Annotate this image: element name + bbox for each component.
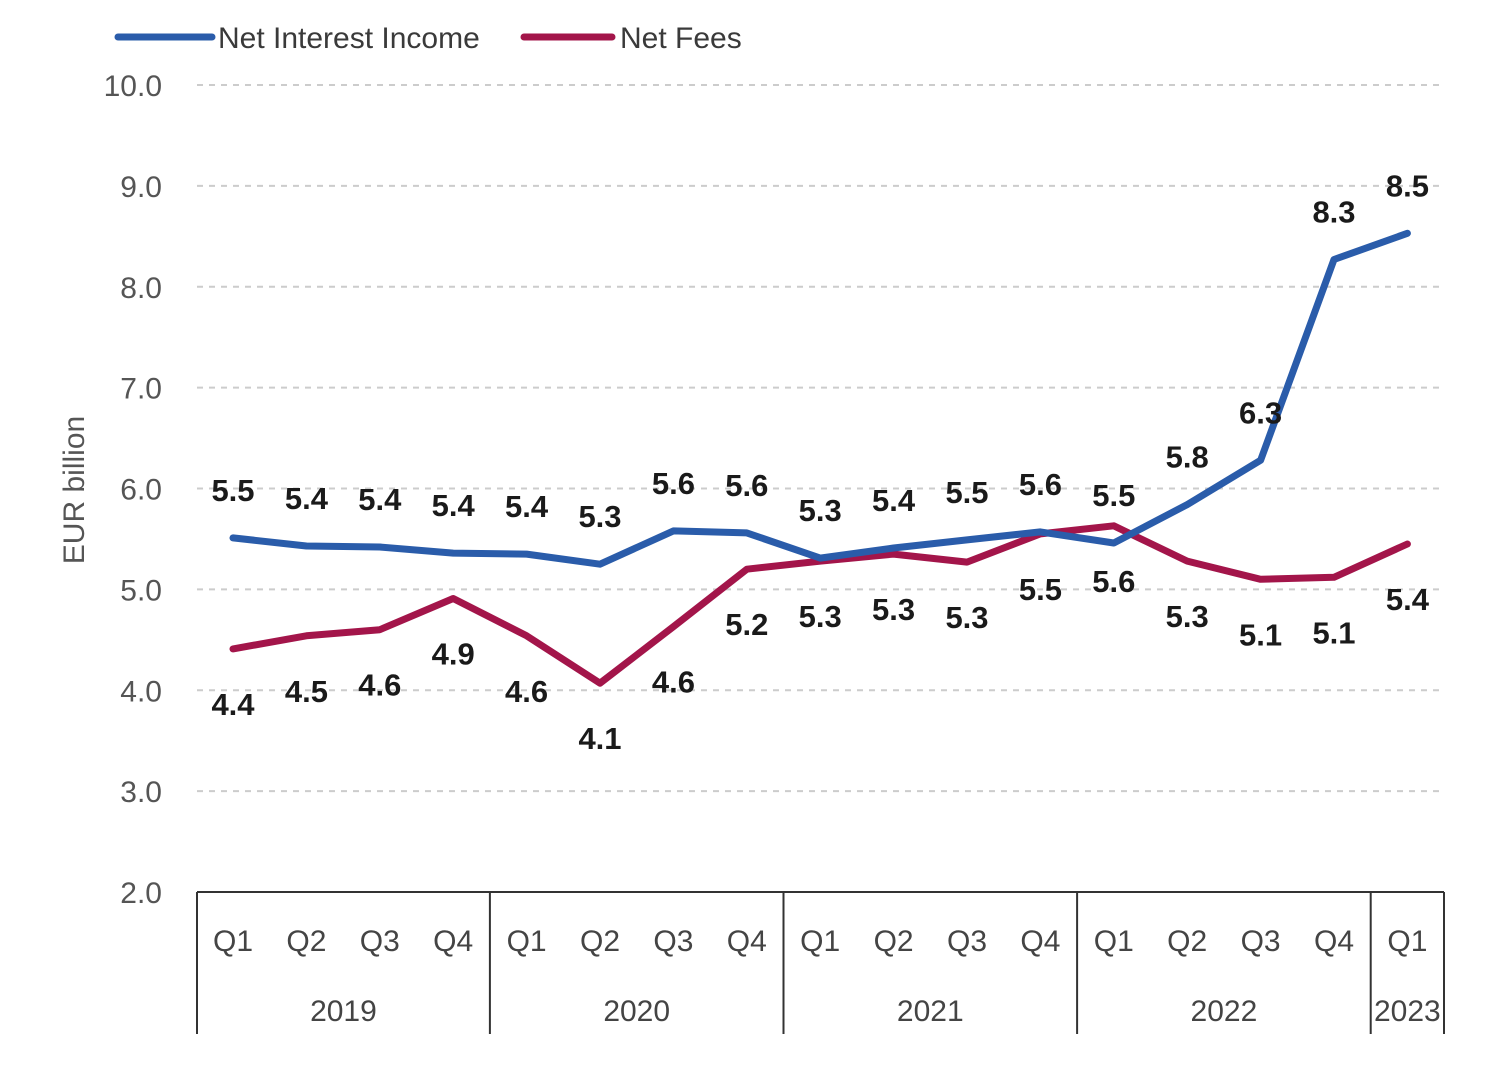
y-axis-title: EUR billion [58,416,91,564]
data-label-net-fees: 4.6 [358,668,401,703]
data-label-net-fees: 4.5 [285,674,328,709]
data-label-net-interest-income: 5.4 [872,483,916,518]
y-tick-label: 4.0 [120,675,162,708]
data-label-net-interest-income: 5.3 [799,493,842,528]
data-label-net-interest-income: 5.8 [1166,440,1209,475]
x-tick-label: Q2 [580,925,620,958]
data-label-net-interest-income: 5.4 [432,488,476,523]
data-label-net-fees: 4.6 [652,665,695,700]
data-label-net-interest-income: 5.6 [1019,467,1062,502]
data-label-net-interest-income: 5.4 [285,481,329,516]
data-label-net-interest-income: 5.5 [945,475,988,510]
data-label-net-interest-income: 8.5 [1386,168,1429,203]
data-label-net-interest-income: 5.6 [725,468,768,503]
data-labels: 5.5 5.4 5.4 5.4 5.4 5.3 5.6 5.6 5.3 5.4 5.5 5.6 5.5 5… [211,168,1429,756]
y-tick-label: 5.0 [120,574,162,607]
data-label-net-interest-income: 5.3 [578,499,621,534]
data-label-net-fees: 4.9 [432,636,475,671]
x-tick-label: Q3 [947,925,987,958]
x-tick-label: Q1 [1387,925,1427,958]
data-label-net-interest-income: 5.5 [1092,478,1135,513]
data-label-net-fees: 5.6 [1092,564,1135,599]
data-label-net-interest-income: 5.4 [505,489,549,524]
data-label-net-fees: 5.1 [1312,615,1355,650]
x-tick-label: Q4 [727,925,767,958]
y-tick-label: 6.0 [120,474,162,507]
data-label-net-interest-income: 8.3 [1312,195,1355,230]
data-label-net-interest-income: 5.6 [652,466,695,501]
y-tick-label: 8.0 [120,272,162,305]
x-tick-label: Q1 [507,925,547,958]
x-tick-label: Q2 [874,925,914,958]
y-tick-label: 3.0 [120,776,162,809]
data-label-net-fees: 5.4 [1386,582,1430,617]
data-label-net-fees: 4.1 [578,721,621,756]
x-tick-label: Q3 [360,925,400,958]
x-tick-label: Q4 [433,925,473,958]
x-year-label: 2020 [603,995,670,1028]
x-tick-label: Q3 [1241,925,1281,958]
x-year-label: 2021 [897,995,964,1028]
data-label-net-fees: 5.3 [1166,599,1209,634]
y-tick-label: 7.0 [120,373,162,406]
x-year-label: 2022 [1191,995,1258,1028]
x-axis: Q1 Q2 Q3 Q4 Q1 Q2 Q3 Q4 Q1 Q2 Q3 Q4 Q1 Q2 Q3 Q4 Q1 2019 20… [196,891,1445,1034]
data-label-net-interest-income: 5.4 [358,482,402,517]
data-label-net-fees: 4.4 [211,687,255,722]
x-tick-label: Q1 [213,925,253,958]
legend-label-net-fees: Net Fees [620,22,742,55]
x-tick-label: Q4 [1314,925,1354,958]
x-year-label: 2019 [310,995,377,1028]
x-tick-label: Q2 [286,925,326,958]
data-label-net-fees: 5.2 [725,607,768,642]
data-label-net-fees: 5.3 [945,600,988,635]
data-label-net-interest-income: 6.3 [1239,395,1282,430]
data-label-net-fees: 5.3 [872,592,915,627]
series-line-net-interest-income [229,229,1411,568]
x-tick-label: Q4 [1020,925,1060,958]
y-axis-ticks: 2.0 3.0 4.0 5.0 6.0 7.0 8.0 9.0 10.0 [104,70,162,910]
data-label-net-fees: 4.6 [505,674,548,709]
data-label-net-interest-income: 5.5 [211,473,254,508]
y-tick-label: 2.0 [120,877,162,910]
x-tick-label: Q2 [1167,925,1207,958]
data-label-net-fees: 5.1 [1239,617,1282,652]
series-lines [229,229,1411,687]
x-year-label: 2023 [1374,995,1441,1028]
data-label-net-fees: 5.3 [799,599,842,634]
y-tick-label: 9.0 [120,171,162,204]
gridlines [197,84,1444,793]
data-label-net-fees: 5.5 [1019,572,1062,607]
legend: Net Interest Income Net Fees [114,22,742,55]
x-tick-label: Q1 [1094,925,1134,958]
legend-label-net-interest-income: Net Interest Income [218,22,480,55]
x-tick-label: Q1 [800,925,840,958]
x-tick-label: Q3 [653,925,693,958]
y-tick-label: 10.0 [104,70,162,103]
